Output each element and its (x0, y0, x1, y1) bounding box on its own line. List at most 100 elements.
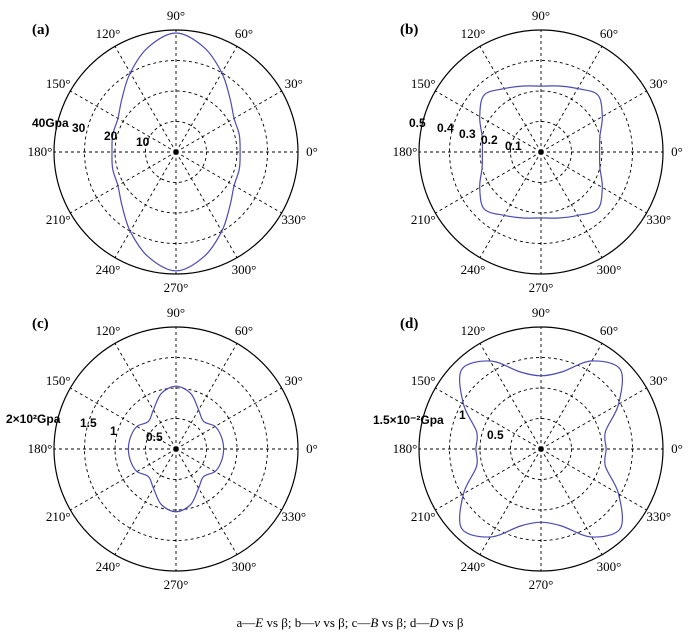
radial-label: 1 (110, 424, 117, 438)
grid-spoke-120 (114, 46, 177, 153)
radial-label: 1.5 (80, 416, 97, 430)
angle-label-0: 0° (671, 144, 683, 159)
caption-c-rest: vs β; (378, 615, 407, 630)
angle-label-0: 0° (306, 441, 318, 456)
grid-spoke-150 (435, 387, 542, 450)
angle-label-0: 0° (671, 441, 683, 456)
caption-b-symbol: v (314, 615, 321, 630)
caption-b: b— (294, 615, 315, 630)
grid-spoke-330 (175, 448, 282, 511)
grid-spoke-210 (70, 151, 177, 214)
caption-d-symbol: D (429, 615, 439, 630)
grid-spoke-240 (479, 448, 542, 555)
caption-b-rest: vs β; (320, 615, 349, 630)
angle-label-240: 240° (96, 262, 121, 277)
grid-spoke-210 (435, 151, 542, 214)
polar-panel-c: (c) 0° 30° 60° 90° 120° 150° 180° 210° 240° 270° 30… (6, 305, 318, 592)
caption-a: a— (236, 615, 256, 630)
grid-spoke-330 (175, 151, 282, 214)
angle-label-300: 300° (232, 262, 257, 277)
angle-label-60: 60° (600, 26, 618, 41)
grid-spoke-150 (70, 387, 177, 450)
angle-label-210: 210° (46, 509, 71, 524)
angle-label-120: 120° (461, 323, 486, 338)
angle-label-180: 180° (28, 441, 53, 456)
center-point (173, 446, 179, 452)
unit-label: 40Gpa (32, 116, 69, 130)
angle-label-240: 240° (461, 559, 486, 574)
data-curve (127, 385, 225, 513)
grid-spoke-120 (479, 46, 542, 153)
angle-label-300: 300° (597, 559, 622, 574)
caption-a-symbol: E (255, 615, 264, 630)
grid-spoke-60 (540, 343, 603, 450)
angle-label-150: 150° (411, 76, 436, 91)
grid-spoke-30 (540, 387, 647, 450)
angle-label-120: 120° (461, 26, 486, 41)
radial-label: 0.2 (481, 133, 498, 147)
center-point (538, 446, 544, 452)
polar-panel-b: (b) 0° 30° 60° 90° 120° 150° 180° 210° 240° 270° 30… (393, 8, 683, 295)
angle-label-150: 150° (411, 373, 436, 388)
grid-spoke-240 (114, 448, 177, 555)
unit-label: 2×10²Gpa (6, 412, 61, 426)
grid-spoke-60 (175, 46, 238, 153)
angle-label-240: 240° (96, 559, 121, 574)
caption-c: c— (351, 615, 371, 630)
angle-label-330: 330° (281, 212, 306, 227)
angle-label-270: 270° (529, 280, 554, 295)
figure-caption: a—E vs β; b—v vs β; c—B vs β; d—D vs β (0, 615, 700, 631)
angle-label-120: 120° (96, 26, 121, 41)
polar-panel-d: (d) 0° 30° 60° 90° 120° 150° 180° 210° 240° 270° 30… (373, 305, 683, 592)
angle-label-180: 180° (393, 144, 418, 159)
center-point (173, 149, 179, 155)
panel-label: (b) (400, 22, 418, 38)
radial-label: 0.5 (487, 428, 504, 442)
angle-label-330: 330° (281, 509, 306, 524)
grid-spoke-60 (540, 46, 603, 153)
angle-label-90: 90° (532, 8, 550, 23)
grid-spoke-240 (479, 151, 542, 258)
angle-label-270: 270° (164, 280, 189, 295)
unit-label: 1.5×10⁻²Gpa (373, 413, 444, 427)
radial-label: 0.1 (505, 139, 522, 153)
caption-c-symbol: B (370, 615, 379, 630)
radial-label: 20 (104, 129, 118, 143)
caption-a-rest: vs β; (263, 615, 292, 630)
grid-spoke-150 (70, 90, 177, 153)
grid-spoke-210 (435, 448, 542, 511)
grid-spoke-120 (479, 343, 542, 450)
angle-label-90: 90° (167, 305, 185, 320)
angle-label-60: 60° (235, 323, 253, 338)
radial-label: 10 (136, 135, 150, 149)
angle-label-180: 180° (393, 441, 418, 456)
angle-label-210: 210° (411, 212, 436, 227)
angle-label-210: 210° (411, 509, 436, 524)
grid-spoke-240 (114, 151, 177, 258)
grid-spoke-210 (70, 448, 177, 511)
grid-spoke-120 (114, 343, 177, 450)
angle-label-30: 30° (285, 373, 303, 388)
data-curve (111, 32, 241, 272)
unit-label: 0.5 (409, 116, 426, 130)
angle-label-210: 210° (46, 212, 71, 227)
angle-label-30: 30° (285, 76, 303, 91)
angle-label-330: 330° (646, 212, 671, 227)
grid-spoke-30 (175, 387, 282, 450)
angle-label-120: 120° (96, 323, 121, 338)
angle-label-0: 0° (306, 144, 318, 159)
angle-label-300: 300° (597, 262, 622, 277)
angle-label-30: 30° (650, 373, 668, 388)
panel-label: (c) (32, 316, 49, 332)
grid-spoke-330 (540, 448, 647, 511)
angle-label-330: 330° (646, 509, 671, 524)
grid-spoke-150 (435, 90, 542, 153)
angle-label-150: 150° (46, 373, 71, 388)
radial-label: 0.4 (437, 121, 454, 135)
grid-spoke-300 (540, 151, 603, 258)
data-curve (459, 360, 623, 538)
radial-label: 0.3 (459, 127, 476, 141)
radial-label: 0.5 (146, 430, 163, 444)
grid-spoke-300 (175, 151, 238, 258)
